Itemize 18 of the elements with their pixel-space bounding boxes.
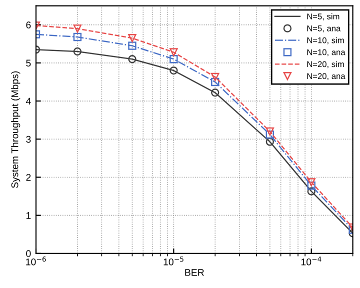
legend-label: N=5, sim: [307, 13, 340, 20]
y-axis-title: System Throughput (Mbps): [11, 71, 20, 188]
y-tick-label: 1: [26, 212, 31, 219]
y-tick-label: 3: [26, 136, 31, 143]
legend-label: N=10, sim: [307, 37, 344, 44]
y-tick-label: 0: [26, 250, 31, 258]
legend-label: N=5, ana: [307, 26, 341, 32]
legend-label: N=20, sim: [307, 61, 344, 68]
x-tick-label: 10$^{−5}$: [164, 256, 184, 266]
y-tick-label: 2: [26, 174, 31, 181]
x-tick-label: 10$^{−4}$: [301, 256, 322, 266]
y-tick-label: 6: [26, 22, 31, 28]
y-tick-label: 5: [26, 60, 31, 67]
y-tick-label: 4: [26, 98, 31, 105]
legend-label: N=10, ana: [307, 49, 346, 56]
x-tick-label: 10$^{−6}$: [26, 256, 46, 266]
legend-label: N=20, ana: [307, 73, 346, 80]
x-axis-title: BER: [185, 269, 204, 276]
